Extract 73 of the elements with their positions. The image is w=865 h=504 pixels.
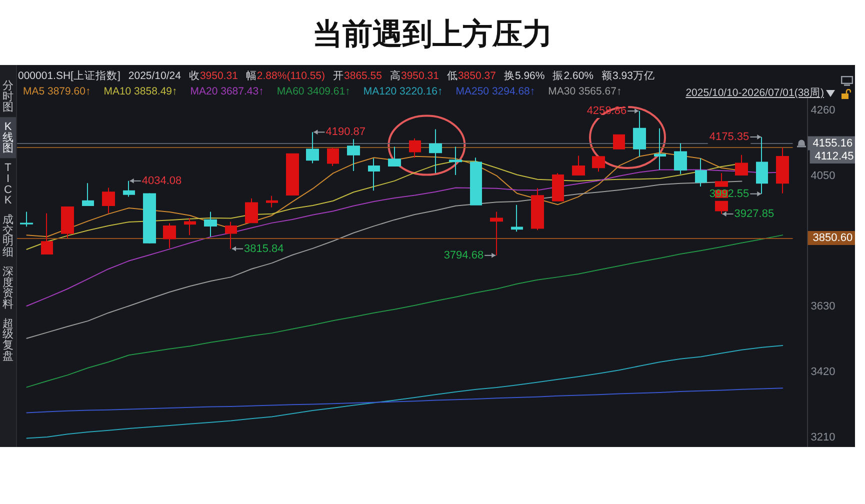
candlestick xyxy=(654,128,666,171)
candlestick xyxy=(163,222,176,249)
annotation: 4190.87 xyxy=(326,126,366,138)
candlestick xyxy=(143,192,156,244)
text: MA60 3409.61↑ xyxy=(276,86,350,98)
candlestick xyxy=(82,182,94,206)
text: 分时图 xyxy=(2,80,14,114)
y-tick-label: 4050 xyxy=(810,170,836,182)
y-tick-label: 4260 xyxy=(810,104,836,117)
candlestick xyxy=(531,188,544,231)
candlestick xyxy=(429,128,442,174)
line-series xyxy=(26,388,784,414)
candlestick xyxy=(592,156,605,172)
line-series xyxy=(26,345,784,439)
text: 开3865.55 xyxy=(333,69,382,83)
candlestick xyxy=(368,158,380,192)
text: MA10 3858.49↑ xyxy=(104,86,178,98)
text: MA20 3687.43↑ xyxy=(190,86,264,98)
text: 振2.60% xyxy=(552,69,594,83)
text: 换5.96% xyxy=(504,69,545,83)
text: 000001.SH[上证指数] xyxy=(18,69,120,83)
line-series xyxy=(26,234,784,388)
y-tick-label: 3210 xyxy=(810,431,836,444)
text: 高3950.31 xyxy=(390,69,439,83)
text: 收3950.31 xyxy=(188,69,238,83)
candlestick xyxy=(449,146,462,176)
candlestick xyxy=(735,154,748,176)
text: 2025/10/24 xyxy=(128,69,181,83)
candlestick xyxy=(511,204,523,232)
text: K线图 xyxy=(2,121,14,155)
text: 深度资料 xyxy=(2,266,14,310)
candlestick xyxy=(409,138,421,158)
y-tick-label: 3420 xyxy=(810,366,836,378)
annotation: 4175.35 xyxy=(709,130,750,143)
candlestick xyxy=(613,134,625,150)
annotation: 2025/10/10-2026/07/01(38周) xyxy=(686,86,824,100)
ref-line-label: 3850.60 xyxy=(812,232,853,244)
text: MA30 3565.67↑ xyxy=(548,86,622,98)
text: 幅2.88%(110.55) xyxy=(246,69,326,83)
text: 成交明细 xyxy=(2,213,14,258)
text: TICK xyxy=(4,162,12,207)
candlestick xyxy=(41,212,53,255)
annotation: 3794.68 xyxy=(444,249,484,262)
candlestick xyxy=(470,157,482,206)
ref-line-label: 4155.16 xyxy=(812,137,853,150)
candlestick xyxy=(572,155,585,176)
candlestick xyxy=(776,147,789,194)
text: MA120 3220.16↑ xyxy=(363,86,443,98)
candlestick xyxy=(388,146,401,167)
text: 低3850.37 xyxy=(446,69,496,83)
candlestick xyxy=(245,198,258,224)
y-tick-label: 3630 xyxy=(810,300,836,313)
candlestick xyxy=(674,142,687,175)
chart-title: 当前遇到上方压力 xyxy=(312,16,552,53)
candlestick xyxy=(286,153,299,196)
candlestick xyxy=(204,211,217,238)
text: 超级复盘 xyxy=(2,318,14,362)
candlestick xyxy=(266,195,278,208)
text: MA250 3294.68↑ xyxy=(456,86,536,98)
candlestick xyxy=(61,206,74,239)
candlestick xyxy=(552,172,564,202)
candlestick xyxy=(102,187,115,214)
text: 4112.45 xyxy=(814,150,854,163)
candlestick xyxy=(20,211,33,228)
annotation: 3927.85 xyxy=(734,208,774,220)
candlestick xyxy=(327,147,339,167)
candlestick xyxy=(184,218,196,236)
annotation: 4034.08 xyxy=(142,174,182,187)
annotation: 3815.84 xyxy=(244,242,284,255)
candlestick xyxy=(347,138,360,172)
candlestick xyxy=(695,158,707,188)
text: 额3.93万亿 xyxy=(602,69,655,83)
text: MA5 3879.60↑ xyxy=(23,86,91,98)
